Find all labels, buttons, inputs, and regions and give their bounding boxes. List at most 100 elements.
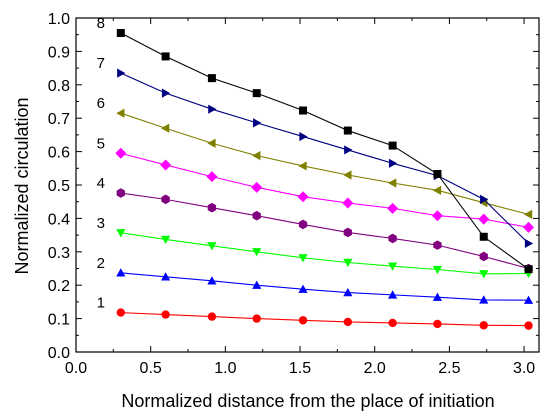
data-point — [207, 138, 216, 148]
data-point — [299, 131, 308, 142]
plot-frame — [75, 17, 540, 353]
axis-ticks — [75, 17, 539, 353]
data-point — [161, 88, 171, 98]
series-layer — [115, 29, 535, 330]
series-1 — [116, 308, 533, 330]
curve-label: 5 — [97, 135, 105, 152]
data-point — [523, 295, 534, 304]
data-point — [343, 258, 353, 268]
series-5 — [115, 147, 535, 233]
data-point — [117, 68, 126, 78]
y-tick-label: 0.3 — [48, 245, 70, 262]
y-tick-labels: 0.0 0.1 0.2 0.3 0.4 0.5 0.6 0.7 0.8 0.9 1.0 — [48, 11, 70, 362]
data-point — [432, 292, 443, 301]
curve-label: 4 — [97, 175, 105, 192]
data-point — [343, 227, 352, 238]
data-point — [252, 210, 261, 221]
data-point — [388, 178, 397, 188]
x-tick-label: 2.5 — [438, 360, 460, 377]
data-point — [116, 108, 125, 118]
data-point — [479, 232, 488, 241]
data-point — [207, 202, 217, 213]
data-point — [161, 52, 170, 61]
data-point — [252, 280, 262, 289]
data-point — [298, 219, 308, 230]
x-tick-label: 0.5 — [140, 360, 162, 377]
curve-label: 6 — [97, 95, 105, 112]
x-tick-labels: 0.0 0.5 1.0 1.5 2.0 2.5 3.0 — [65, 360, 535, 377]
data-point — [298, 284, 308, 293]
data-point — [387, 202, 399, 214]
series-line — [120, 272, 529, 301]
data-point — [479, 321, 488, 330]
data-point — [116, 188, 125, 198]
series-line — [120, 32, 529, 270]
curve-label: 1 — [97, 295, 105, 312]
data-point — [298, 161, 307, 171]
data-point — [161, 123, 170, 133]
series-line — [120, 152, 529, 228]
data-point — [524, 265, 533, 274]
data-point — [297, 191, 309, 203]
data-point — [206, 171, 218, 183]
data-point — [298, 254, 308, 263]
series-line — [120, 72, 529, 244]
curve-labels: 1 2 3 4 5 6 7 8 — [97, 15, 105, 312]
data-point — [480, 194, 489, 204]
data-point — [116, 268, 126, 277]
x-tick-label: 0.0 — [65, 360, 87, 377]
data-point — [115, 147, 127, 159]
data-point — [161, 235, 171, 245]
curve-label: 3 — [97, 215, 105, 232]
y-tick-label: 0.6 — [48, 145, 70, 162]
data-point — [343, 170, 352, 180]
series-2 — [116, 268, 534, 304]
data-point — [252, 248, 262, 257]
y-tick-label: 0.8 — [48, 78, 70, 95]
series-line — [120, 112, 529, 215]
data-point — [388, 233, 397, 244]
data-point — [161, 194, 170, 205]
x-tick-label: 2.0 — [364, 360, 386, 377]
curve-label: 7 — [97, 55, 105, 72]
data-point — [343, 126, 352, 135]
data-point — [479, 295, 489, 304]
data-point — [251, 181, 263, 193]
series-line — [120, 232, 529, 275]
data-point — [479, 270, 489, 279]
data-point — [207, 74, 216, 83]
y-tick-label: 0.2 — [48, 278, 70, 295]
data-point — [388, 158, 398, 168]
data-point — [432, 185, 442, 195]
x-tick-label: 1.5 — [289, 360, 311, 377]
data-point — [344, 145, 353, 155]
data-point — [343, 287, 353, 297]
data-point — [116, 229, 126, 238]
data-point — [116, 29, 125, 38]
data-point — [433, 319, 442, 329]
data-point — [160, 159, 172, 171]
data-point — [433, 240, 442, 250]
data-point — [343, 317, 353, 327]
data-point — [252, 89, 261, 98]
series-6 — [116, 108, 533, 219]
data-point — [161, 310, 170, 319]
y-tick-label: 1.0 — [48, 11, 70, 28]
data-point — [252, 314, 261, 323]
data-point — [523, 221, 535, 233]
series-line — [120, 312, 529, 327]
data-point — [298, 316, 308, 325]
data-point — [388, 290, 398, 299]
data-point — [342, 197, 354, 209]
data-point — [207, 312, 217, 321]
x-tick-label: 1.0 — [214, 360, 236, 377]
data-point — [161, 272, 171, 281]
data-point — [116, 308, 126, 317]
y-tick-label: 0.5 — [48, 178, 70, 195]
x-tick-label: 3.0 — [513, 360, 535, 377]
series-7 — [117, 68, 534, 249]
y-tick-label: 0.0 — [48, 345, 70, 362]
data-point — [433, 169, 442, 178]
data-point — [207, 276, 217, 285]
